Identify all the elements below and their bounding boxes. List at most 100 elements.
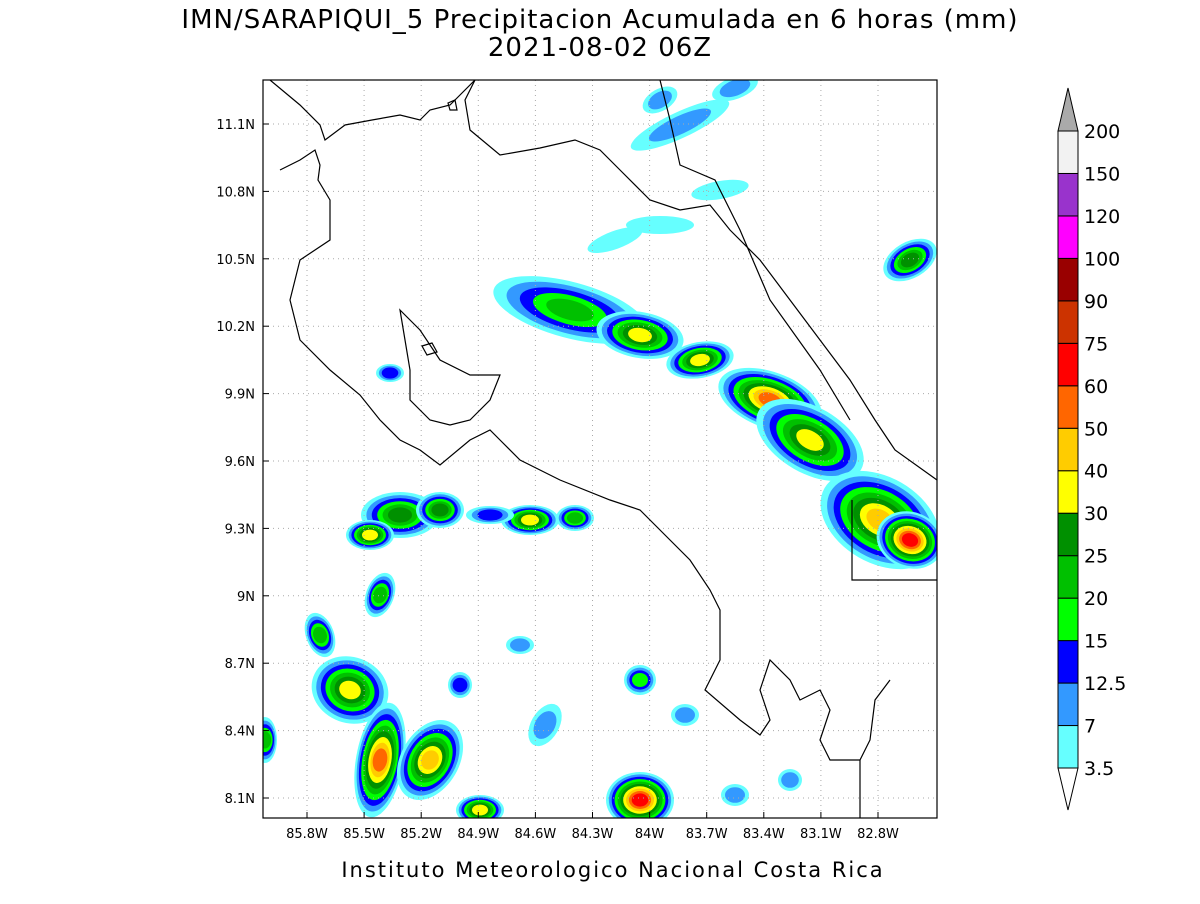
rain-contour <box>587 226 643 254</box>
rain-contour <box>901 533 919 547</box>
lon-label: 84.6W <box>514 827 556 842</box>
rain-contour <box>546 298 594 322</box>
colorbar-segment <box>1057 172 1079 217</box>
rain-contour <box>431 503 449 517</box>
rain-contour <box>521 514 539 526</box>
coastline <box>464 80 937 481</box>
colorbar-segment <box>1057 512 1079 557</box>
colorbar-label: 20 <box>1084 588 1108 610</box>
colorbar-label: 100 <box>1084 248 1120 270</box>
lat-label: 9.9N <box>225 388 255 403</box>
colorbar-label: 12.5 <box>1084 673 1126 695</box>
colorbar-label: 25 <box>1084 546 1108 568</box>
colorbar-segment <box>1057 300 1079 344</box>
coastline <box>269 80 476 141</box>
footer: Instituto Meteorologico Nacional Costa R… <box>341 858 884 882</box>
rain-contour <box>675 707 695 723</box>
lon-label: 85.2W <box>400 827 442 842</box>
title: IMN/SARAPIQUI_5 Precipitacion Acumulada … <box>181 5 1018 35</box>
rain-contour <box>373 586 387 604</box>
colorbar-label: 200 <box>1084 121 1120 143</box>
coastline <box>279 149 891 761</box>
precipitation-field <box>263 80 937 818</box>
rain-contour <box>313 626 327 644</box>
gulf-coast <box>399 308 501 426</box>
rain-contour <box>372 748 388 772</box>
lat-label: 9.6N <box>225 455 255 470</box>
rain-contour <box>900 252 920 268</box>
island <box>421 342 438 356</box>
rain-contour <box>339 680 361 700</box>
rain-contour <box>533 711 557 739</box>
rain-contour <box>362 529 378 541</box>
border <box>851 500 937 581</box>
rain-contour <box>381 367 399 379</box>
rain-contour <box>796 429 824 451</box>
rain-contour <box>781 772 799 788</box>
lon-label: 83.4W <box>743 827 785 842</box>
colorbar-label: 60 <box>1084 376 1108 398</box>
colorbar-segment <box>1057 470 1079 514</box>
lat-label: 9.3N <box>225 522 255 537</box>
colorbar-label: 150 <box>1084 163 1120 185</box>
lon-label: 83.1W <box>800 827 842 842</box>
rain-contour <box>387 507 413 523</box>
colorbar-segment <box>1057 725 1079 769</box>
colorbar-segment <box>1057 215 1079 259</box>
lon-label: 84.3W <box>572 827 614 842</box>
lon-label: 84.9W <box>457 827 499 842</box>
lat-label: 8.1N <box>225 792 255 807</box>
colorbar-label: 90 <box>1084 291 1108 313</box>
colorbar-over <box>1057 87 1079 132</box>
colorbar-label: 7 <box>1084 716 1096 738</box>
lat-label: 8.7N <box>225 657 255 672</box>
colorbar: 3.5 7 12.5 15 20 25 30 40 50 60 75 90 100 120 150 200 <box>1057 87 1126 811</box>
colorbar-label: 50 <box>1084 418 1108 440</box>
lat-label: 9N <box>237 590 255 605</box>
lat-label: 10.5N <box>216 253 255 268</box>
rain-contour <box>477 509 503 521</box>
colorbar-segment <box>1057 385 1079 429</box>
grid: 11.1N 10.8N 10.5N 10.2N 9.9N 9.6N 9.3N 9N 8.7N 8.… <box>216 80 937 842</box>
map-frame <box>262 79 938 819</box>
rain-contour <box>452 677 468 693</box>
colorbar-label: 15 <box>1084 631 1108 653</box>
rain-contour <box>725 787 745 803</box>
lon-label: 85.5W <box>343 827 385 842</box>
rain-contour <box>631 793 649 807</box>
lon-label: 84W <box>635 827 665 842</box>
rain-contour <box>626 216 694 234</box>
colorbar-under <box>1057 767 1079 811</box>
colorbar-segment <box>1057 257 1079 302</box>
colorbar-segment <box>1057 682 1079 727</box>
island <box>447 99 458 111</box>
rain-contour <box>632 673 648 687</box>
rain-contour <box>648 108 712 142</box>
lat-label: 10.8N <box>216 185 255 200</box>
rain-contour <box>628 327 652 343</box>
rain-contour <box>510 638 530 652</box>
rain-contour <box>719 80 751 98</box>
lat-label: 10.2N <box>216 320 255 335</box>
colorbar-label: 40 <box>1084 461 1108 483</box>
rain-contour <box>263 731 272 749</box>
colorbar-segment <box>1057 342 1079 387</box>
colorbar-segment <box>1057 130 1079 174</box>
colorbar-segment <box>1057 640 1079 684</box>
lon-label: 82.8W <box>857 827 899 842</box>
rain-contour <box>566 512 584 524</box>
colorbar-segment <box>1057 597 1079 642</box>
border <box>659 80 851 421</box>
colorbar-segment <box>1057 427 1079 472</box>
subtitle: 2021-08-02 06Z <box>488 33 712 63</box>
colorbar-label: 75 <box>1084 333 1108 355</box>
lat-label: 8.4N <box>225 725 255 740</box>
colorbar-label: 3.5 <box>1084 758 1114 780</box>
colorbar-label: 30 <box>1084 503 1108 525</box>
lon-label: 83.7W <box>686 827 728 842</box>
rain-contour <box>472 804 488 816</box>
colorbar-segment <box>1057 555 1079 599</box>
coastlines <box>269 80 937 818</box>
